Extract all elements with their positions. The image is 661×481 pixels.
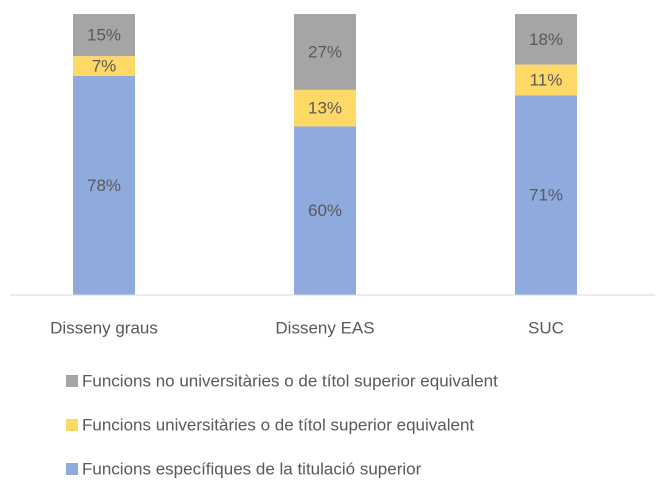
data-label: 60% [308,201,342,220]
data-label: 71% [529,186,563,205]
bar-segment [515,95,577,296]
bar-segment [73,75,135,295]
bar-segment [294,14,356,90]
legend-swatch [66,419,78,431]
data-label: 13% [308,99,342,118]
bar-segment [515,64,577,96]
x-tick-label: SUC [528,318,564,337]
legend-label: Funcions universitàries o de títol super… [82,415,474,434]
x-tick-label: Disseny graus [50,318,158,337]
data-label: 27% [308,42,342,61]
data-label: 7% [92,56,117,75]
x-tick-label: Disseny EAS [275,318,374,337]
bar-segment [515,14,577,65]
legend-swatch [66,375,78,387]
data-label: 78% [87,176,121,195]
legend-swatch [66,463,78,475]
bar-segment [73,56,135,76]
data-label: 18% [529,30,563,49]
legend-label: Funcions no universitàries o de títol su… [82,371,498,390]
bar-segment [294,126,356,296]
data-label: 11% [530,71,563,90]
data-label: 15% [87,26,121,45]
bar-segment [294,89,356,127]
legend-label: Funcions específiques de la titulació su… [82,459,422,478]
bar-segment [73,14,135,57]
